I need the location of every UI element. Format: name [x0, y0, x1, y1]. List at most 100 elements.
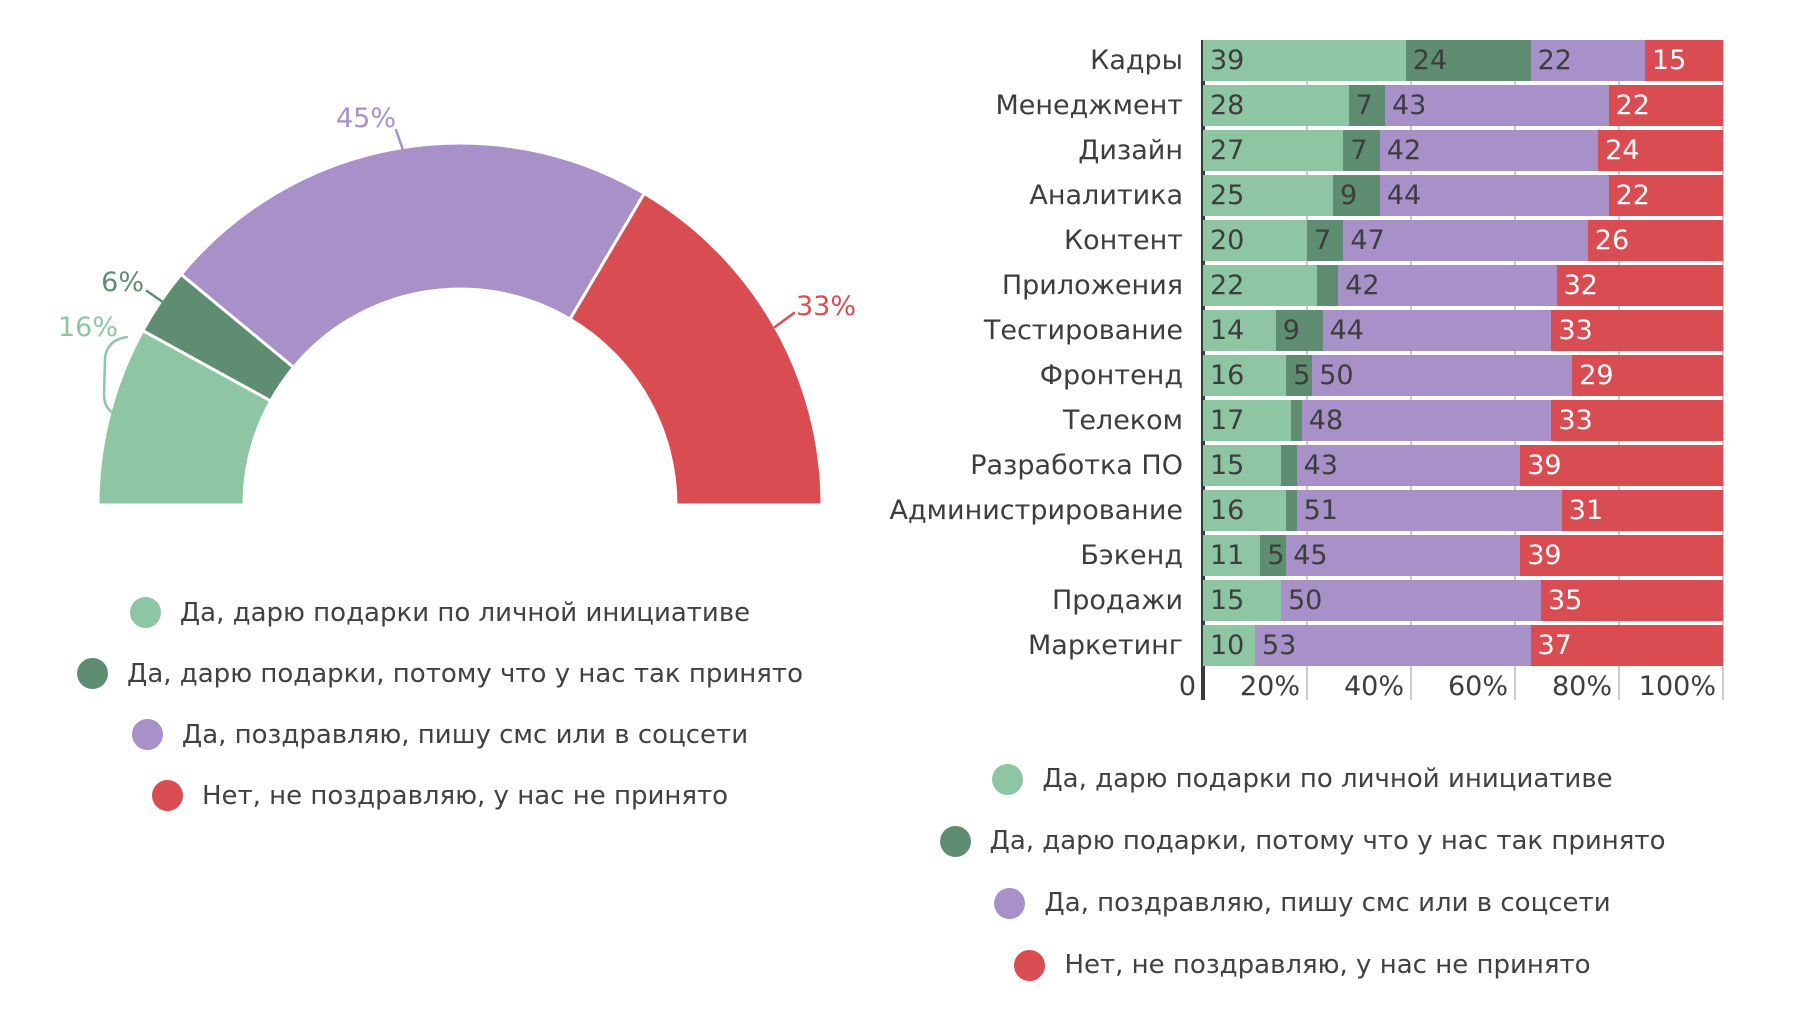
bar-segment-series1: [1317, 265, 1339, 306]
legend-label: Нет, не поздравляю, у нас не принято: [1064, 950, 1591, 980]
legend-item: Да, поздравляю, пишу смс или в соцсети: [131, 704, 749, 765]
bar-segment-series2: 43: [1296, 445, 1521, 486]
bar-segment-series0: 15: [1203, 445, 1281, 486]
legend-label: Да, поздравляю, пишу смс или в соцсети: [181, 719, 749, 750]
legend-swatch-icon: [939, 825, 971, 857]
bar-category-label: Администрирование: [889, 495, 1183, 526]
bar-segment-series3: 33: [1551, 310, 1723, 351]
legend-item: Да, дарю подарки по личной инициативе: [992, 748, 1613, 810]
bar-value-label: 24: [1412, 45, 1448, 76]
legend-label: Да, дарю подарки по личной инициативе: [179, 597, 751, 628]
bar-segment-series2: 44: [1379, 175, 1609, 216]
bar-track: 16 51 31: [1203, 490, 1723, 531]
bar-value-label: 16: [1210, 495, 1245, 526]
bar-segment-series2: 53: [1255, 625, 1531, 666]
bar-category-label: Тестирование: [983, 315, 1183, 346]
legend-item: Да, дарю подарки по личной инициативе: [129, 582, 751, 643]
bar-value-label: 44: [1329, 315, 1364, 346]
bar-segment-series3: 33: [1551, 400, 1723, 441]
bar-segment-series0: 11: [1203, 535, 1261, 576]
bar-track: 11 5 45 39: [1203, 535, 1723, 576]
bar-value-label: 10: [1210, 630, 1245, 661]
bar-segment-series2: 47: [1343, 220, 1588, 261]
bar-category-label: Разработка ПО: [970, 450, 1183, 481]
bar-track: 14 9 44 33: [1203, 310, 1723, 351]
bar-value-label: 11: [1210, 540, 1245, 571]
bar-value-label: 15: [1652, 45, 1687, 76]
legend-swatch-icon: [994, 887, 1026, 919]
donut-value-label-16pct: 16%: [57, 312, 118, 343]
bar-value-label: 31: [1568, 495, 1604, 526]
bar-value-label: 32: [1563, 270, 1598, 301]
bar-value-label: 5: [1267, 540, 1285, 571]
bar-track: 25 9 44 22: [1203, 175, 1723, 216]
bar-value-label: 16: [1210, 360, 1245, 391]
bar-row: Телеком 17 48 33: [880, 400, 1725, 441]
bar-category-label: Дизайн: [1078, 135, 1183, 166]
bar-value-label: 7: [1355, 90, 1373, 121]
bar-row: Фронтенд 16 5 50 29: [880, 355, 1725, 396]
bar-value-label: 22: [1615, 90, 1650, 121]
bar-segment-series2: 42: [1338, 265, 1557, 306]
bar-track: 28 7 43 22: [1203, 85, 1723, 126]
legend-label: Да, дарю подарки, потому что у нас так п…: [989, 826, 1666, 856]
bar-segment-series1: 5: [1260, 535, 1287, 576]
legend-label: Нет, не поздравляю, у нас не принято: [201, 780, 729, 811]
bar-value-label: 7: [1350, 135, 1368, 166]
bar-row: Маркетинг 10 53 37: [880, 625, 1725, 666]
bar-row: Аналитика 25 9 44 22: [880, 175, 1725, 216]
bar-value-label: 26: [1594, 225, 1630, 256]
bar-segment-series2: 42: [1379, 130, 1599, 171]
bar-segment-series0: 20: [1203, 220, 1307, 261]
bar-value-label: 29: [1579, 360, 1614, 391]
bar-row: Дизайн 27 7 42 24: [880, 130, 1725, 171]
bar-value-label: 50: [1288, 585, 1323, 616]
bar-track: 10 53 37: [1203, 625, 1723, 666]
bar-segment-series0: 15: [1203, 580, 1281, 621]
stacked-bar-chart: Кадры 39 24 22 15 Менеджмент 28 7 43 22 Дизайн 27 7 4…: [880, 40, 1725, 746]
x-tick-label: 60%: [1447, 671, 1508, 702]
bar-value-label: 5: [1293, 360, 1311, 391]
bar-value-label: 33: [1558, 315, 1593, 346]
bar-value-label: 15: [1210, 450, 1245, 481]
bar-value-label: 47: [1350, 225, 1385, 256]
bar-row: Администрирование 16 51 31: [880, 490, 1725, 531]
bar-category-label: Бэкенд: [1080, 540, 1183, 571]
bar-segment-series3: 39: [1520, 445, 1723, 486]
bar-value-label: 45: [1293, 540, 1328, 571]
bar-segment-series0: 16: [1203, 490, 1287, 531]
bar-value-label: 51: [1303, 495, 1338, 526]
donut-chart: [96, 128, 824, 507]
bar-segment-series0: 39: [1203, 40, 1406, 81]
bar-track: 39 24 22 15: [1203, 40, 1723, 81]
bar-segment-series2: 50: [1312, 355, 1573, 396]
bar-category-label: Фронтенд: [1039, 360, 1183, 391]
legend-swatch-icon: [77, 658, 108, 689]
bar-segment-series1: [1286, 490, 1297, 531]
bar-value-label: 22: [1210, 270, 1245, 301]
legend-item: Да, поздравляю, пишу смс или в соцсети: [994, 872, 1611, 934]
bar-value-label: 27: [1210, 135, 1245, 166]
bar-chart-rows: Кадры 39 24 22 15 Менеджмент 28 7 43 22 Дизайн 27 7 4…: [880, 40, 1725, 666]
donut-value-label-33pct: 33%: [796, 291, 857, 322]
bar-category-label: Менеджмент: [995, 90, 1183, 121]
legend-label: Да, дарю подарки, потому что у нас так п…: [127, 658, 803, 689]
legend-item: Да, дарю подарки, потому что у нас так п…: [77, 643, 803, 704]
bar-segment-series2: 45: [1286, 535, 1521, 576]
bar-value-label: 14: [1210, 315, 1245, 346]
bar-segment-series2: 50: [1281, 580, 1541, 621]
bar-segment-series0: 17: [1203, 400, 1292, 441]
donut-value-label-6pct: 6%: [101, 267, 144, 298]
bar-value-label: 15: [1210, 585, 1245, 616]
legend-item: Нет, не поздравляю, у нас не принято: [1014, 934, 1591, 996]
bar-segment-series3: 35: [1541, 580, 1723, 621]
bar-category-label: Контент: [1063, 225, 1183, 256]
bar-row: Бэкенд 11 5 45 39: [880, 535, 1725, 576]
bar-category-label: Маркетинг: [1027, 630, 1183, 661]
bar-value-label: 22: [1615, 180, 1650, 211]
legend-swatch-icon: [129, 597, 161, 628]
bar-category-label: Продажи: [1051, 585, 1183, 616]
bar-track: 15 43 39: [1203, 445, 1723, 486]
bar-segment-series3: 29: [1572, 355, 1723, 396]
bar-segment-series0: 10: [1203, 625, 1255, 666]
